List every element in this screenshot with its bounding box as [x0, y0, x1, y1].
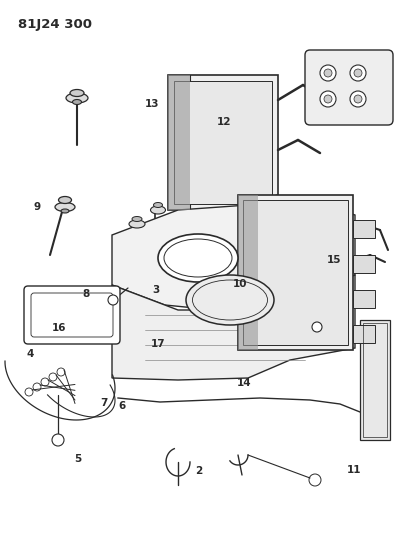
Text: 8: 8	[83, 289, 90, 299]
FancyBboxPatch shape	[168, 75, 278, 210]
Circle shape	[354, 69, 362, 77]
Circle shape	[324, 95, 332, 103]
Circle shape	[368, 413, 382, 427]
Text: 12: 12	[217, 117, 232, 126]
Ellipse shape	[55, 203, 75, 212]
FancyBboxPatch shape	[168, 75, 190, 210]
Text: 13: 13	[145, 99, 160, 109]
Polygon shape	[112, 200, 355, 310]
Text: 5: 5	[75, 455, 82, 464]
Circle shape	[320, 91, 336, 107]
Ellipse shape	[150, 206, 166, 214]
Text: 3: 3	[153, 286, 160, 295]
Circle shape	[49, 373, 57, 381]
Circle shape	[52, 434, 64, 446]
Circle shape	[320, 65, 336, 81]
Text: 17: 17	[151, 339, 166, 349]
Ellipse shape	[132, 216, 142, 222]
Text: 2: 2	[195, 466, 202, 475]
Circle shape	[41, 378, 49, 386]
Circle shape	[108, 295, 118, 305]
Text: 7: 7	[101, 399, 108, 408]
Circle shape	[312, 322, 322, 332]
Ellipse shape	[154, 203, 162, 207]
Ellipse shape	[129, 220, 145, 228]
FancyBboxPatch shape	[353, 220, 375, 238]
Ellipse shape	[61, 209, 69, 213]
Text: 14: 14	[237, 378, 252, 387]
Circle shape	[25, 388, 33, 396]
FancyBboxPatch shape	[238, 195, 353, 350]
Text: 6: 6	[119, 401, 126, 411]
Text: 81J24 300: 81J24 300	[18, 18, 92, 31]
Circle shape	[350, 91, 366, 107]
Polygon shape	[112, 275, 355, 380]
Text: 4: 4	[26, 350, 34, 359]
FancyBboxPatch shape	[174, 81, 272, 204]
Ellipse shape	[66, 93, 88, 103]
FancyBboxPatch shape	[243, 200, 348, 345]
Text: 16: 16	[52, 323, 67, 333]
Ellipse shape	[59, 197, 71, 204]
Circle shape	[354, 95, 362, 103]
Text: 15: 15	[326, 255, 341, 264]
Circle shape	[324, 69, 332, 77]
Circle shape	[57, 368, 65, 376]
Circle shape	[33, 383, 41, 391]
Ellipse shape	[70, 90, 84, 96]
Text: 11: 11	[346, 465, 361, 475]
Circle shape	[350, 65, 366, 81]
Text: 9: 9	[33, 202, 41, 212]
FancyBboxPatch shape	[305, 50, 393, 125]
FancyBboxPatch shape	[360, 320, 390, 440]
Text: 10: 10	[233, 279, 247, 288]
Circle shape	[309, 474, 321, 486]
Ellipse shape	[73, 100, 81, 104]
FancyBboxPatch shape	[238, 195, 258, 350]
FancyBboxPatch shape	[353, 290, 375, 308]
Ellipse shape	[186, 275, 274, 325]
Ellipse shape	[158, 234, 238, 282]
FancyBboxPatch shape	[353, 255, 375, 273]
FancyBboxPatch shape	[353, 325, 375, 343]
FancyBboxPatch shape	[24, 286, 120, 344]
